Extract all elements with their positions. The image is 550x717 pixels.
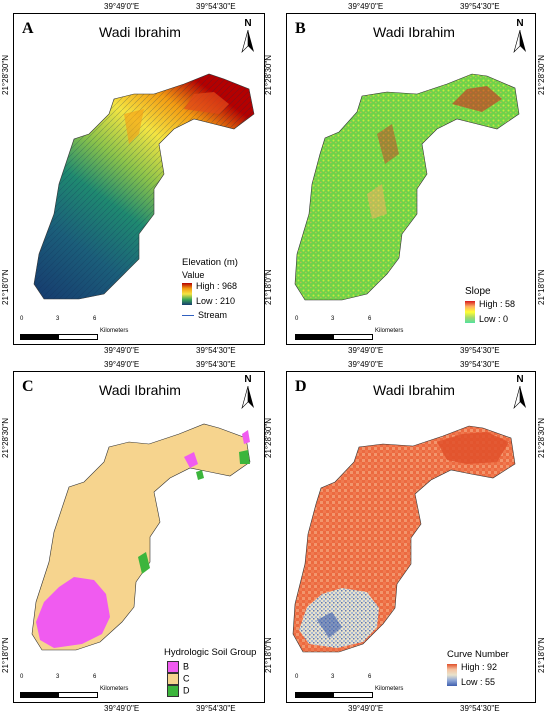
curve-number-map [292, 425, 516, 653]
legend-a: Elevation (m) Value High : 968 Low : 210… [182, 257, 262, 320]
legend-title-d: Curve Number [447, 649, 509, 660]
slope-map [294, 73, 520, 301]
bottom-lon-right: 39°54'30"E [196, 704, 236, 713]
bottom-lon-right: 39°54'30"E [196, 346, 236, 355]
right-lat-bottom: 21°18'0"N [264, 269, 273, 305]
swatch-d [167, 685, 179, 697]
right-lat-bottom: 21°18'0"N [537, 269, 546, 305]
slope-ramp [465, 301, 475, 323]
scale-unit-a: Kilometers [100, 328, 129, 334]
scale-unit-c: Kilometers [100, 686, 129, 692]
legend-low-d: Low : 55 [461, 677, 496, 687]
top-lon-right: 39°54'30"E [196, 2, 236, 11]
panel-letter-c: C [22, 378, 34, 395]
right-lat-top: 21°28'30"N [264, 417, 273, 458]
right-lat-bottom: 21°18'0"N [264, 637, 273, 673]
top-lon-left: 39°49'0"E [348, 360, 384, 369]
panel-letter-a: A [22, 20, 34, 37]
bottom-lon-right: 39°54'30"E [460, 704, 500, 713]
watershed-b [294, 73, 520, 301]
legend-c: Hydrologic Soil Group B C D [164, 647, 262, 697]
curve-number-ramp [447, 664, 457, 686]
right-lat-bottom: 21°18'0"N [537, 637, 546, 673]
top-lon-left: 39°49'0"E [348, 2, 384, 11]
legend-value-label: Value [182, 270, 205, 280]
left-lat-bottom: 21°18'0"N [1, 269, 10, 305]
top-lon-right: 39°54'30"E [460, 2, 500, 11]
panel-title-c: Wadi Ibrahim [99, 382, 181, 398]
north-arrow-icon [513, 386, 526, 410]
top-lon-left: 39°49'0"E [104, 360, 140, 369]
panel-b: 39°49'0"E 39°54'30"E B Wadi Ibrahim N Sl… [275, 0, 550, 358]
north-arrow-icon [513, 30, 526, 54]
bottom-lon-left: 39°49'0"E [348, 704, 384, 713]
legend-high-a: High : 968 [196, 281, 238, 291]
map-frame-b: B Wadi Ibrahim N Slope High : 58 Low : 0… [286, 13, 536, 345]
map-frame-a: A Wadi Ibrahim N Elevation (m) Value Hig… [13, 13, 265, 345]
legend-title-a: Elevation (m) [182, 257, 238, 268]
bottom-lon-left: 39°49'0"E [348, 346, 384, 355]
right-lat-top: 21°28'30"N [264, 54, 273, 95]
low-cn-area [299, 588, 379, 648]
panel-letter-d: D [295, 378, 307, 395]
left-lat-bottom: 21°18'0"N [1, 637, 10, 673]
bottom-lon-left: 39°49'0"E [104, 346, 140, 355]
north-arrow-b: N [509, 18, 531, 54]
right-lat-top: 21°28'30"N [537, 54, 546, 95]
legend-b: Slope High : 58 Low : 0 [465, 286, 533, 325]
group-b-area [36, 577, 110, 648]
north-arrow-c: N [237, 374, 259, 410]
panel-c: 39°49'0"E 39°54'30"E C Wadi Ibrahim N Hy… [0, 358, 275, 717]
north-arrow-icon [241, 386, 254, 410]
north-arrow-d: N [509, 374, 531, 410]
legend-low-a: Low : 210 [196, 296, 236, 306]
right-lat-top: 21°28'30"N [537, 417, 546, 458]
north-arrow-icon [241, 30, 254, 54]
panel-letter-b: B [295, 20, 306, 37]
elevation-map [33, 73, 255, 300]
panel-a: 39°49'0"E 39°54'30"E [0, 0, 275, 358]
legend-group-c: C [183, 673, 190, 684]
legend-high-b: High : 58 [479, 299, 516, 309]
legend-title-b: Slope [465, 286, 491, 297]
legend-group-b: B [183, 661, 190, 672]
panel-d: 39°49'0"E 39°54'30"E D Wadi Ibrah [275, 358, 550, 717]
north-arrow-a: N [237, 18, 259, 54]
left-lat-top: 21°28'30"N [1, 54, 10, 95]
legend-high-d: High : 92 [461, 662, 498, 672]
legend-d: Curve Number High : 92 Low : 55 [447, 649, 533, 688]
scale-unit-d: Kilometers [375, 686, 404, 692]
map-frame-c: C Wadi Ibrahim N Hydrologic Soil Group B… [13, 371, 265, 703]
panel-title-a: Wadi Ibrahim [99, 24, 181, 40]
group-d-area [138, 552, 150, 574]
swatch-c [167, 673, 179, 685]
legend-stream: Stream [198, 310, 228, 320]
top-lon-right: 39°54'30"E [460, 360, 500, 369]
scale-unit-b: Kilometers [375, 328, 404, 334]
swatch-b [167, 661, 179, 673]
panel-title-b: Wadi Ibrahim [373, 24, 455, 40]
panel-title-d: Wadi Ibrahim [373, 382, 455, 398]
bottom-lon-left: 39°49'0"E [104, 704, 140, 713]
stream-line-icon [182, 315, 194, 316]
legend-title-c: Hydrologic Soil Group [164, 647, 257, 658]
left-lat-top: 21°28'30"N [1, 417, 10, 458]
legend-low-b: Low : 0 [479, 314, 509, 324]
top-lon-left: 39°49'0"E [104, 2, 140, 11]
elevation-ramp [182, 283, 192, 305]
top-lon-right: 39°54'30"E [196, 360, 236, 369]
map-frame-d: D Wadi Ibrahim N Curve Number High : 92 … [286, 371, 536, 703]
bottom-lon-right: 39°54'30"E [460, 346, 500, 355]
soil-group-map [31, 423, 251, 651]
legend-group-d: D [183, 685, 190, 696]
